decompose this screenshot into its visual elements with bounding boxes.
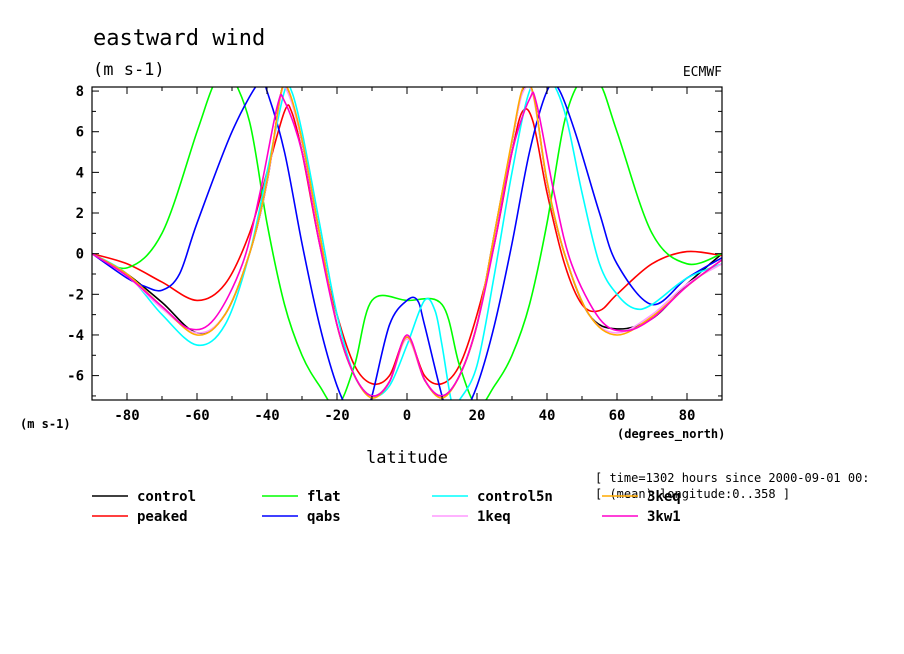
legend-label: flat	[307, 489, 341, 505]
x-tick-label: 80	[679, 408, 696, 424]
y-tick-label: -4	[67, 328, 84, 344]
legend-item-3kw1: 3kw1	[602, 509, 681, 525]
legend-label: control	[137, 489, 196, 505]
x-tick-label: -60	[184, 408, 209, 424]
legend-item-1keq: 1keq	[432, 509, 511, 525]
y-axis-unit: (m s-1)	[20, 417, 71, 431]
x-axis-label: latitude	[366, 448, 448, 468]
chart-title: eastward wind	[93, 26, 265, 51]
info-longitude: [ (mean) longitude:0..358 ]	[595, 487, 790, 501]
series-line-1keq	[92, 87, 722, 397]
y-tick-label: 0	[76, 247, 84, 263]
legend-label: qabs	[307, 509, 341, 525]
axis-ticks	[91, 87, 723, 400]
y-tick-label: 2	[76, 206, 84, 222]
plot-frame	[91, 86, 723, 401]
x-tick-label: 20	[469, 408, 486, 424]
legend-item-control: control	[92, 489, 196, 505]
legend-item-peaked: peaked	[92, 509, 188, 525]
legend-label: peaked	[137, 509, 188, 525]
legend-label: 1keq	[477, 509, 511, 525]
legend-label: 3keq	[647, 489, 681, 505]
chart-subtitle: (m s-1)	[93, 60, 165, 80]
plot-lines	[92, 87, 722, 400]
x-axis-unit: (degrees_north)	[617, 427, 725, 442]
series-line-3kw1	[92, 91, 722, 397]
y-tick-label: 4	[76, 165, 84, 181]
series-line-control5n	[92, 87, 722, 400]
y-tick-label: 8	[76, 84, 84, 100]
y-tick-labels: -6 -4 -2 0 2 4 6 8	[67, 84, 84, 385]
x-tick-label: 0	[403, 408, 411, 424]
legend-item-flat: flat	[262, 489, 341, 505]
source-label: ECMWF	[683, 65, 722, 80]
y-tick-label: 6	[76, 125, 84, 141]
legend-item-control5n: control5n	[432, 489, 553, 505]
legend-label: control5n	[477, 489, 553, 505]
series-line-flat	[92, 87, 722, 400]
series-line-qabs	[92, 87, 722, 400]
legend-label: 3kw1	[647, 509, 681, 525]
legend-item-qabs: qabs	[262, 509, 341, 525]
x-tick-label: 40	[539, 408, 556, 424]
x-tick-label: 60	[609, 408, 626, 424]
series-line-control	[92, 87, 722, 397]
info-time: [ time=1302 hours since 2000-09-01 00:	[595, 471, 870, 485]
series-line-peaked	[92, 104, 722, 386]
legend-item-3keq: 3keq	[602, 489, 681, 505]
x-tick-label: -40	[254, 408, 279, 424]
x-tick-labels: -80 -60 -40 -20 0 20 40 60 80	[114, 408, 695, 424]
x-tick-label: -20	[324, 408, 349, 424]
x-tick-label: -80	[114, 408, 139, 424]
y-tick-label: -2	[67, 287, 84, 303]
y-tick-label: -6	[67, 369, 84, 385]
series-line-3keq	[92, 87, 722, 399]
legend: control peaked flat qabs control5n 1keq 3keq 3k…	[92, 489, 681, 525]
